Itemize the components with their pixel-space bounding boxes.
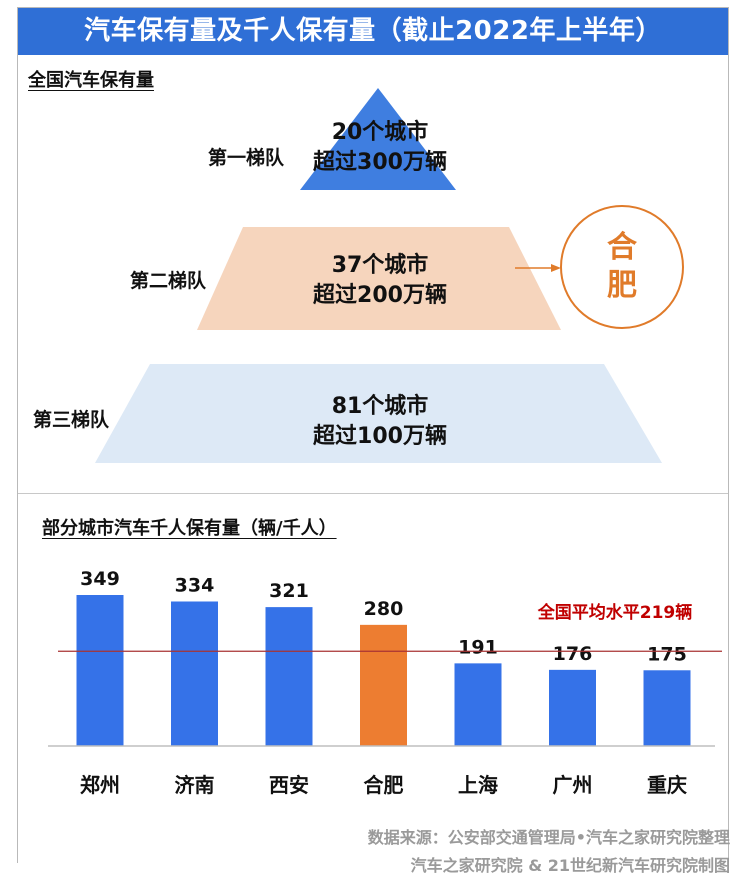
- bar-value-label-1: 334: [175, 574, 215, 596]
- category-label-3: 合肥: [364, 773, 404, 797]
- credit-note: 汽车之家研究院 & 21世纪新汽车研究院制图: [410, 856, 730, 875]
- arrow-head: [551, 264, 561, 272]
- pyramid-graphic: [95, 88, 662, 463]
- highlight-char-1: 合: [607, 230, 637, 265]
- average-reference-label: 全国平均水平219辆: [537, 602, 693, 623]
- highlight-char-2: 肥: [607, 268, 637, 303]
- bar-value-label-3: 280: [364, 598, 404, 620]
- bar-value-label-2: 321: [269, 580, 309, 602]
- bar-chart: 349 郑州 334 济南 321 西安 280 合肥 191 上海 176 广州 175 重庆 全国平均水…: [48, 568, 722, 797]
- bar-value-label-6: 175: [647, 643, 687, 665]
- tier3-threshold: 超过100万辆: [313, 424, 447, 449]
- bar-6: [643, 670, 691, 746]
- category-label-6: 重庆: [647, 773, 687, 797]
- figure-frame: [17, 7, 729, 863]
- tier3-shape: [95, 364, 662, 463]
- tier2-threshold: 超过200万辆: [313, 283, 447, 308]
- tier1-text: 20个城市 超过300万辆: [230, 118, 530, 178]
- chart-section-title: 部分城市汽车千人保有量（辆/千人）: [42, 518, 337, 539]
- bar-value-label-4: 191: [458, 636, 498, 658]
- bar-0: [76, 595, 124, 746]
- tier2-label: 第二梯队: [130, 270, 207, 292]
- bar-1: [171, 601, 218, 746]
- tier2-cities: 37个城市: [331, 253, 429, 278]
- tier1-label: 第一梯队: [208, 147, 285, 169]
- hefei-highlight-circle: 合 肥: [560, 205, 684, 329]
- tier1-threshold: 超过300万辆: [313, 150, 447, 175]
- tier3-label: 第三梯队: [33, 409, 110, 431]
- tier1-shape: [300, 88, 456, 190]
- category-label-1: 济南: [175, 773, 215, 797]
- source-note: 数据来源：公安部交通管理局•汽车之家研究院整理: [367, 828, 730, 847]
- bar-2: [265, 607, 313, 746]
- bar-5: [549, 669, 596, 746]
- tier3-cities: 81个城市: [331, 394, 429, 419]
- page-title: 汽车保有量及千人保有量（截止2022年上半年）: [18, 8, 728, 55]
- category-label-0: 郑州: [80, 773, 120, 797]
- tier3-text: 81个城市 超过100万辆: [230, 392, 530, 452]
- bar-value-label-5: 176: [553, 643, 593, 665]
- bar-3: [360, 624, 407, 746]
- bar-4: [454, 663, 502, 746]
- section-divider: [18, 493, 728, 494]
- tier1-cities: 20个城市: [331, 120, 429, 145]
- category-label-4: 上海: [458, 773, 498, 797]
- tiers-section-title: 全国汽车保有量: [28, 70, 154, 91]
- bar-value-label-0: 349: [80, 568, 120, 590]
- tier2-shape: [197, 227, 561, 330]
- category-label-2: 西安: [269, 773, 309, 797]
- category-label-5: 广州: [553, 773, 593, 797]
- tier2-text: 37个城市 超过200万辆: [230, 251, 530, 311]
